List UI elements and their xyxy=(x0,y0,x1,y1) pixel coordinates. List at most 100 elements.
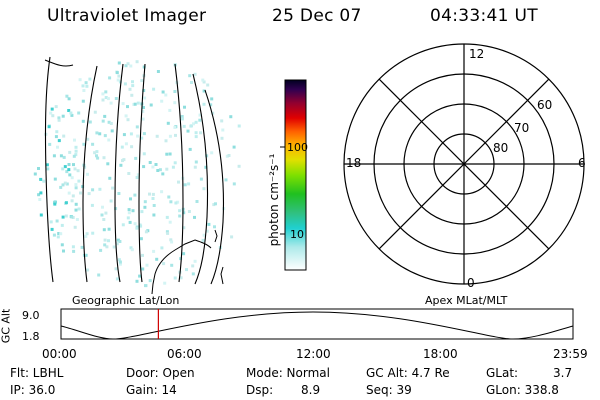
mlat-label-60: 60 xyxy=(537,98,553,112)
uv-emission-dot xyxy=(75,218,79,221)
uv-emission-dot xyxy=(193,165,197,169)
uv-emission-dot xyxy=(148,279,152,283)
uv-emission-dot xyxy=(103,243,107,247)
uv-emission-dot xyxy=(39,191,43,195)
uv-emission-dot xyxy=(77,111,81,115)
uv-emission-dot xyxy=(166,231,170,235)
uv-emission-dot xyxy=(152,87,156,91)
uv-emission-dot xyxy=(59,185,63,189)
uv-emission-dot xyxy=(57,232,61,235)
uv-emission-dot xyxy=(81,119,85,123)
uv-emission-dot xyxy=(167,195,171,199)
uv-emission-dot xyxy=(212,203,216,207)
uv-emission-dot xyxy=(170,263,174,267)
uv-emission-dot xyxy=(232,145,236,149)
uv-emission-dot xyxy=(164,139,168,143)
uv-emission-dot xyxy=(104,90,108,94)
uv-emission-dot xyxy=(173,125,177,129)
uv-emission-dot xyxy=(142,152,146,156)
uv-emission-dot xyxy=(74,153,78,157)
uv-emission-dot xyxy=(160,246,164,250)
uv-emission-dot xyxy=(124,142,128,146)
door-status: Door: Open xyxy=(126,366,195,380)
uv-emission-dot xyxy=(115,71,119,75)
uv-emission-dot xyxy=(117,192,121,195)
ip-status: IP: 36.0 xyxy=(10,383,56,397)
uv-emission-dot xyxy=(176,200,180,204)
uv-emission-dot xyxy=(103,114,107,118)
uv-emission-dot xyxy=(194,120,198,124)
uv-emission-dot xyxy=(50,107,54,111)
uv-emission-dot xyxy=(78,78,82,82)
uv-emission-dot xyxy=(220,136,224,140)
uv-emission-dot xyxy=(96,156,100,160)
uv-emission-dot xyxy=(127,211,131,215)
uv-emission-dot xyxy=(67,191,71,195)
uv-emission-dot xyxy=(46,167,50,171)
uv-emission-dot xyxy=(95,131,99,135)
uv-emission-dot xyxy=(52,154,56,158)
uv-emission-dot xyxy=(214,202,217,206)
uv-emission-dot xyxy=(95,150,99,154)
gc-alt-status: GC Alt: 4.7 Re xyxy=(366,366,450,380)
uv-emission-dot xyxy=(107,120,111,124)
uv-emission-dot xyxy=(138,274,142,278)
uv-emission-dot xyxy=(83,165,87,169)
uv-emission-dot xyxy=(120,145,124,149)
uv-emission-dot xyxy=(135,125,139,129)
uv-emission-dot xyxy=(152,213,156,217)
uv-emission-dot xyxy=(140,136,144,140)
uv-emission-dot xyxy=(142,165,146,169)
uv-emission-dot xyxy=(49,220,53,224)
colorbar-axis-label: photon cm⁻²s⁻¹ xyxy=(267,153,281,247)
mode-status: Mode: Normal xyxy=(246,366,330,380)
uv-emission-dot xyxy=(114,97,118,100)
mlat-label-80: 80 xyxy=(493,141,509,155)
uv-emission-dot xyxy=(193,72,197,76)
uv-emission-dot xyxy=(122,133,126,137)
uv-emission-dot xyxy=(53,202,57,206)
uv-emission-dot xyxy=(213,225,216,229)
uv-emission-dot xyxy=(188,74,192,78)
uv-emission-dot xyxy=(101,92,105,96)
uv-emission-dot xyxy=(232,182,236,186)
uv-emission-dot xyxy=(73,225,77,229)
uv-emission-dot xyxy=(101,205,104,209)
uv-emission-dot xyxy=(69,111,73,115)
uv-emission-dot xyxy=(110,129,114,133)
uv-emission-dot xyxy=(108,176,112,180)
uv-emission-dot xyxy=(202,80,206,84)
uv-emission-dot xyxy=(182,211,186,215)
polar-plot xyxy=(343,43,585,285)
mlt-label-12: 12 xyxy=(469,47,485,61)
uv-emission-dot xyxy=(174,133,177,137)
date-label: 25 Dec 07 xyxy=(272,6,362,26)
uv-emission-dot xyxy=(103,134,107,138)
uv-emission-dot xyxy=(118,260,122,264)
uv-emission-dot xyxy=(67,97,71,101)
uv-emission-dot xyxy=(195,200,199,203)
uv-emission-dot xyxy=(63,165,67,169)
uv-emission-dot xyxy=(189,124,193,128)
polar-diagonal-2 xyxy=(378,78,550,250)
uv-emission-dot xyxy=(109,101,113,105)
uv-emission-dot xyxy=(70,176,74,180)
gain-status: Gain: 14 xyxy=(126,383,177,397)
uv-emission-dot xyxy=(60,243,64,247)
uv-emission-dot xyxy=(74,183,78,187)
uv-emission-dot xyxy=(119,163,123,167)
uv-emission-dot xyxy=(225,154,229,158)
uv-emission-dot xyxy=(73,167,77,171)
uv-emission-dot xyxy=(68,150,72,154)
uv-emission-dot xyxy=(202,233,206,237)
uv-emission-dot xyxy=(209,103,213,107)
uv-emission-dot xyxy=(164,93,168,97)
uv-emission-dot xyxy=(144,230,148,234)
uv-emission-dot xyxy=(49,111,53,115)
uv-emission-dot xyxy=(229,115,233,119)
uv-emission-dot xyxy=(154,163,158,166)
uv-emission-dot xyxy=(60,223,64,227)
uv-emission-dot xyxy=(186,129,190,133)
uv-emission-dot xyxy=(70,215,74,219)
uv-emission-dot xyxy=(136,173,140,177)
